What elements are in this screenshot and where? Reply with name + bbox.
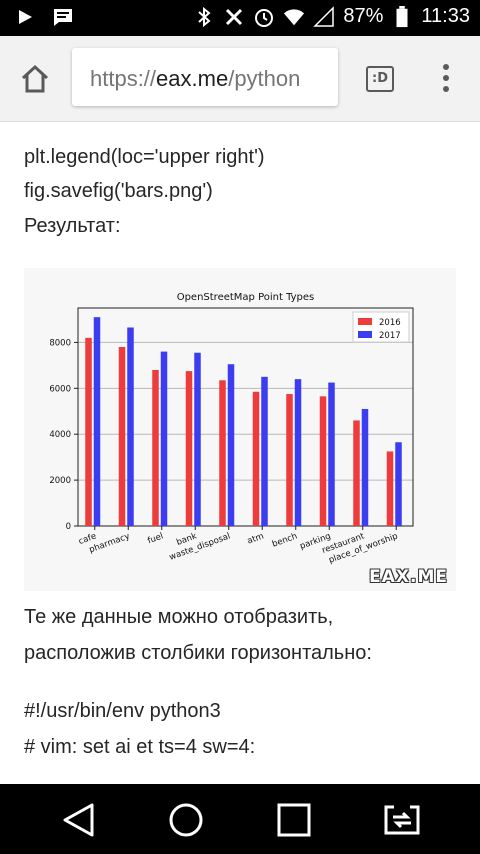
- code-line: #!/usr/bin/env python3: [24, 700, 221, 722]
- wifi-icon: [284, 8, 305, 25]
- url-path: /python: [228, 66, 301, 91]
- bar-2016-restaurant: [353, 420, 360, 526]
- bar-2017-fuel: [160, 351, 168, 526]
- bar-2016-pharmacy: [118, 347, 126, 526]
- bar-2017-bench: [294, 379, 302, 526]
- bar-2016-waste_disposal: [219, 380, 226, 526]
- status-bar: 87% 11:33: [0, 0, 480, 36]
- legend-swatch: [358, 331, 372, 338]
- plot-frame: [77, 307, 414, 527]
- bar-2016-fuel: [152, 369, 159, 526]
- result-label: Результат:: [24, 215, 121, 237]
- mute-icon: [226, 8, 243, 25]
- legend-swatch: [358, 318, 372, 325]
- alarm-icon: [255, 8, 274, 27]
- play-icon: [19, 10, 32, 24]
- code-line: plt.legend(loc='upper right'): [24, 146, 265, 168]
- signal-icon: [313, 5, 335, 27]
- home-nav-icon[interactable]: [164, 798, 208, 842]
- bar-2016-parking: [319, 396, 327, 526]
- y-tick-label: 2000: [49, 476, 71, 486]
- bar-2017-restaurant: [361, 408, 369, 526]
- watermark-logo: EAX.ME: [369, 567, 448, 587]
- paragraph-line: Те же данные можно отобразить,: [24, 606, 334, 628]
- url-bar[interactable]: https://eax.me/python: [72, 48, 338, 106]
- legend-label: 2016: [379, 318, 401, 328]
- bar-2017-cafe: [93, 317, 101, 526]
- bar-2017-waste_disposal: [227, 364, 235, 526]
- bar-2017-parking: [328, 382, 335, 526]
- code-line: # vim: set ai et ts=4 sw=4:: [24, 736, 256, 758]
- bar-2016-cafe: [85, 337, 92, 526]
- bar-2016-bank: [185, 371, 193, 526]
- message-icon: [54, 9, 72, 26]
- bar-chart-image: OpenStreetMap Point Types 0 2000 4000 6000 80…: [24, 268, 456, 591]
- recents-icon[interactable]: [272, 798, 316, 842]
- battery-percent: 87%: [343, 5, 384, 27]
- overflow-menu-icon[interactable]: [434, 64, 458, 96]
- browser-toolbar: https://eax.me/python :D: [0, 36, 480, 122]
- y-tick-label: 0: [66, 522, 71, 532]
- y-tick-label: 6000: [49, 384, 71, 394]
- clock: 11:33: [421, 5, 470, 27]
- paragraph-line: расположив столбики горизонтально:: [24, 642, 372, 664]
- x-tick-label: bench: [271, 531, 299, 549]
- y-tick-label: 8000: [49, 338, 71, 348]
- tab-switcher-button[interactable]: :D: [366, 66, 394, 92]
- bluetooth-icon: [198, 6, 211, 27]
- x-tick-label: atm: [246, 531, 265, 546]
- bar-2017-atm: [261, 376, 268, 526]
- switch-apps-icon[interactable]: [380, 798, 424, 842]
- bar-2017-bank: [194, 352, 201, 526]
- home-icon[interactable]: [18, 62, 52, 96]
- y-tick-label: 4000: [49, 430, 71, 440]
- bar-2016-bench: [286, 394, 293, 526]
- code-line: fig.savefig('bars.png'): [24, 180, 213, 202]
- bar-2017-place_of_worship: [395, 442, 402, 526]
- url-host: eax.me: [156, 66, 229, 91]
- battery-icon: [396, 5, 408, 27]
- back-icon[interactable]: [56, 798, 100, 842]
- chart-title: OpenStreetMap Point Types: [177, 292, 315, 303]
- page-content: plt.legend(loc='upper right') fig.savefi…: [0, 122, 480, 784]
- bar-2017-pharmacy: [127, 327, 134, 526]
- legend-label: 2017: [379, 331, 401, 341]
- bar-2016-atm: [252, 391, 260, 526]
- x-tick-label: fuel: [146, 531, 164, 546]
- url-scheme: https://: [90, 66, 157, 91]
- bar-chart: OpenStreetMap Point Types 0 2000 4000 6000 80…: [49, 292, 414, 566]
- bar-2016-place_of_worship: [386, 451, 394, 526]
- navigation-bar: [0, 784, 480, 854]
